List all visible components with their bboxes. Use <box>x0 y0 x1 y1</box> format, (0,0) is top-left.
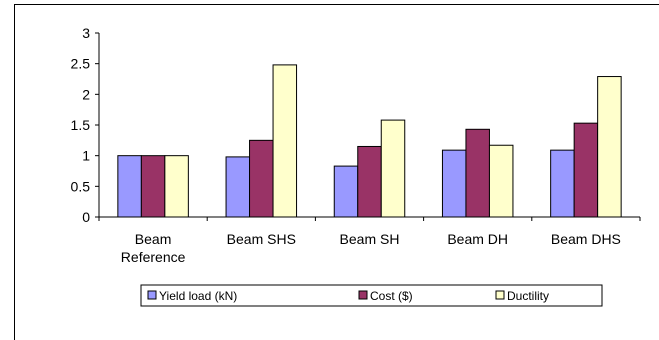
legend-swatch <box>495 290 505 300</box>
bar <box>550 149 575 218</box>
y-tick-label: 1 <box>82 148 90 164</box>
bar <box>380 119 406 218</box>
legend-swatch <box>358 290 368 300</box>
chart-frame <box>14 4 659 340</box>
y-tick-label: 3 <box>82 25 90 41</box>
y-tick-label: 0 <box>82 209 90 225</box>
x-category-label: Beam SH <box>340 231 400 247</box>
y-tick-label: 1.5 <box>71 117 91 133</box>
bar <box>225 156 251 218</box>
x-category-label: Beam SHS <box>227 231 296 247</box>
legend-box <box>140 284 603 307</box>
legend-label: Ductility <box>507 289 549 303</box>
bar <box>573 122 599 218</box>
bar <box>249 139 274 218</box>
legend-swatch <box>147 290 157 300</box>
axis-labels: 0 0.5 1 1.5 2 2.5 3 Beam Reference Beam SHS Beam S… <box>71 25 621 265</box>
bar <box>488 144 514 218</box>
bar <box>597 76 622 218</box>
y-tick-label: 2 <box>82 86 90 102</box>
legend-label: Cost ($) <box>370 289 413 303</box>
bar <box>140 155 166 218</box>
y-tick-label: 0.5 <box>71 178 91 194</box>
bar <box>357 145 382 218</box>
bar <box>117 155 142 218</box>
legend-label: Yield load (kN) <box>159 289 237 303</box>
x-category-label: Beam DH <box>447 231 508 247</box>
y-tick-label: 2.5 <box>71 56 91 72</box>
bars <box>117 64 622 218</box>
bar <box>272 64 298 218</box>
bar <box>164 155 189 218</box>
legend: Yield load (kN) Cost ($) Ductility <box>140 284 603 307</box>
bar <box>441 149 467 218</box>
x-category-label: Beam DHS <box>551 231 621 247</box>
bar <box>465 128 490 218</box>
x-category-label: Reference <box>121 249 186 265</box>
bar <box>333 165 359 218</box>
x-category-label: Beam <box>135 231 172 247</box>
